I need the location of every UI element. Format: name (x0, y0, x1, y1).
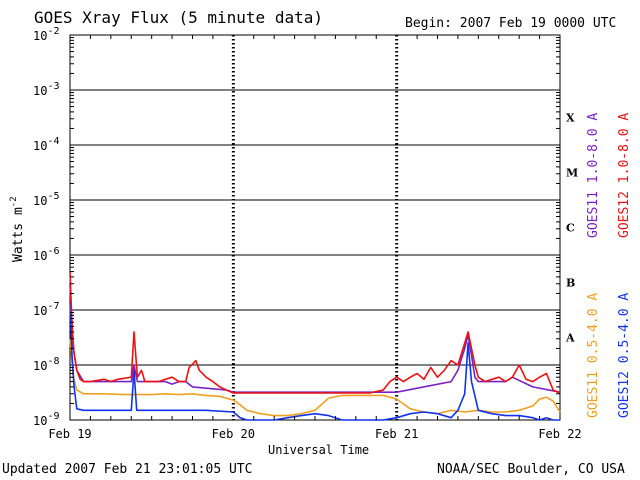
y-tick-label: 10-2 (33, 26, 60, 43)
y-tick-label: 10-6 (33, 246, 60, 263)
series-line (69, 300, 560, 421)
y-tick-exponent: -3 (47, 81, 59, 92)
y-tick-base: 10 (33, 414, 47, 428)
flare-class-label: B (566, 277, 575, 290)
x-tick-label: Feb 21 (375, 427, 418, 441)
flare-class-label: X (566, 112, 575, 125)
chart-title: GOES Xray Flux (5 minute data) (34, 8, 323, 27)
x-tick-label: Feb 19 (48, 427, 91, 441)
legend: GOES11 1.0-8.0 A GOES12 1.0-8.0 A GOES11 0… (586, 113, 632, 418)
y-tick-exponent: -4 (47, 136, 59, 147)
y-tick-base: 10 (33, 249, 47, 263)
y-tick-base: 10 (33, 304, 47, 318)
grid-layer (70, 35, 560, 420)
series-layer (69, 271, 561, 421)
begin-label: Begin: 2007 Feb 19 0000 UTC (405, 16, 616, 31)
y-axis-label-text: Watts m (11, 207, 26, 262)
legend-entry: GOES12 0.5-4.0 A (617, 293, 632, 418)
y-tick-label: 10-3 (33, 81, 60, 98)
plot-frame (69, 34, 561, 421)
y-tick-label: 10-4 (33, 136, 60, 153)
y-tick-exponent: -7 (47, 301, 59, 312)
y-tick-label: 10-8 (33, 356, 60, 373)
y-tick-exponent: -5 (47, 191, 59, 202)
legend-entry: GOES12 1.0-8.0 A (617, 113, 632, 238)
y-tick-exponent: -6 (47, 246, 59, 257)
flare-class-label: M (566, 167, 578, 180)
flare-class-label: C (566, 222, 575, 235)
x-tick-label: Feb 20 (212, 427, 255, 441)
y-tick-exponent: -8 (47, 356, 59, 367)
x-tick-label: Feb 22 (538, 427, 581, 441)
y-tick-base: 10 (33, 84, 47, 98)
y-tick-base: 10 (33, 139, 47, 153)
series-line (69, 271, 561, 394)
y-tick-label: 10-5 (33, 191, 60, 208)
y-tick-label: 10-7 (33, 301, 60, 318)
y-tick-base: 10 (33, 29, 47, 43)
credit-label: NOAA/SEC Boulder, CO USA (437, 462, 625, 477)
y-tick-exponent: -9 (47, 411, 59, 422)
flare-class-label: A (565, 332, 575, 345)
legend-entry: GOES11 1.0-8.0 A (586, 113, 601, 238)
y-axis-label-superscript: -2 (9, 196, 19, 207)
series-line (69, 338, 561, 417)
y-tick-label: 10-9 (33, 411, 60, 428)
y-tick-base: 10 (33, 359, 47, 373)
updated-label: Updated 2007 Feb 21 23:01:05 UTC (2, 462, 252, 477)
y-tick-exponent: -2 (47, 26, 59, 37)
y-axis-label: Watts m-2 (9, 196, 26, 262)
x-axis-label: Universal Time (268, 443, 369, 457)
legend-entry: GOES11 0.5-4.0 A (586, 293, 601, 418)
y-tick-base: 10 (33, 194, 47, 208)
